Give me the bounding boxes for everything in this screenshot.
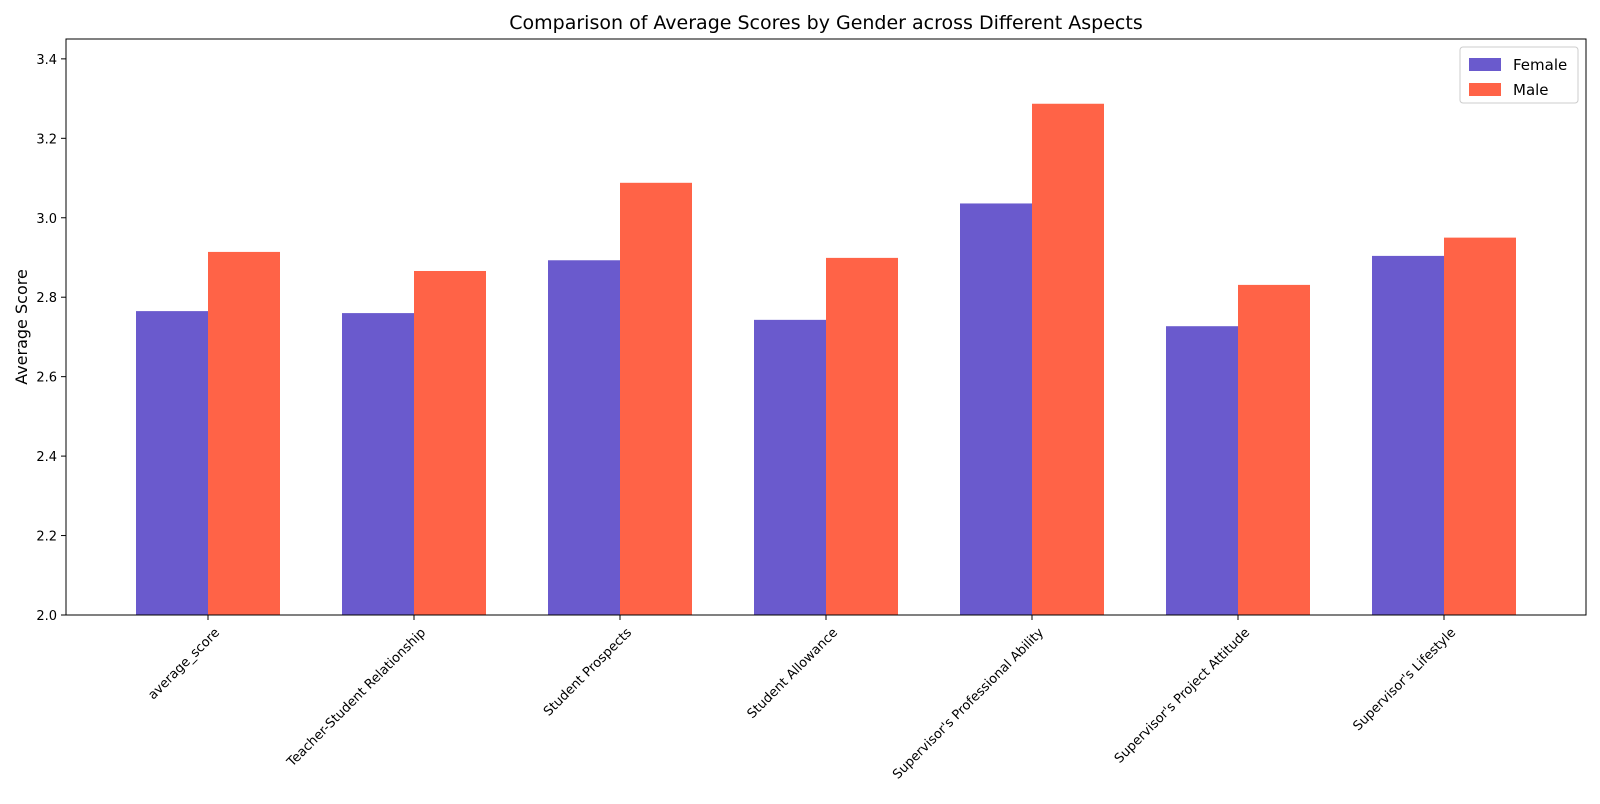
bar-female-6 — [1372, 255, 1444, 615]
bar-male-1 — [414, 270, 486, 615]
y-tick-label: 2.4 — [36, 450, 57, 465]
x-tick-label: Supervisor's Project Attitude — [1112, 625, 1253, 766]
legend-label-female: Female — [1513, 56, 1567, 74]
bar-female-3 — [754, 319, 826, 615]
x-tick-label: average_score — [146, 625, 224, 703]
y-axis: 2.0 2.2 2.4 2.6 2.8 3.0 3.2 3.4 — [36, 53, 66, 624]
y-tick-label: 3.0 — [36, 212, 57, 227]
legend-swatch-female — [1469, 58, 1501, 71]
bar-female-2 — [548, 260, 620, 615]
x-axis: average_score Teacher-Student Relationshi… — [146, 615, 1459, 782]
bar-female-0 — [136, 311, 208, 615]
legend: Female Male — [1459, 46, 1579, 104]
chart-title: Comparison of Average Scores by Gender a… — [509, 12, 1142, 34]
legend-label-male: Male — [1513, 81, 1549, 99]
y-tick-label: 2.0 — [36, 609, 57, 624]
x-tick-label: Supervisor's Professional Ability — [890, 625, 1047, 782]
bar-male-2 — [620, 182, 692, 615]
y-tick-label: 2.6 — [36, 371, 57, 386]
y-tick-label: 2.8 — [36, 291, 57, 306]
bar-male-3 — [826, 257, 898, 615]
bar-male-0 — [208, 251, 280, 615]
x-tick-label: Student Allowance — [745, 625, 841, 721]
bar-female-1 — [342, 313, 414, 615]
bar-male-4 — [1032, 103, 1104, 616]
bar-female-5 — [1166, 326, 1238, 615]
bar-male-6 — [1444, 237, 1516, 615]
y-tick-label: 2.2 — [36, 530, 57, 545]
x-tick-label: Teacher-Student Relationship — [284, 625, 429, 770]
y-axis-label: Average Score — [12, 269, 31, 385]
bar-male-5 — [1238, 284, 1310, 615]
y-tick-label: 3.4 — [36, 53, 57, 68]
legend-swatch-male — [1469, 83, 1501, 96]
bars-layer — [136, 103, 1516, 616]
x-tick-label: Student Prospects — [541, 625, 635, 719]
x-tick-label: Supervisor's Lifestyle — [1350, 625, 1459, 734]
y-tick-label: 3.2 — [36, 132, 57, 147]
bar-female-4 — [960, 203, 1032, 615]
